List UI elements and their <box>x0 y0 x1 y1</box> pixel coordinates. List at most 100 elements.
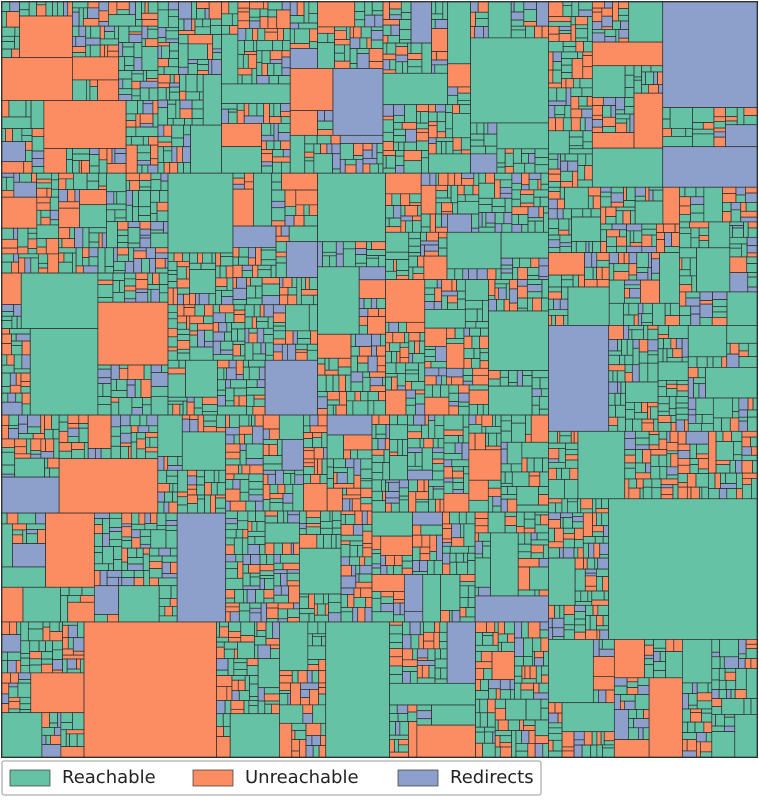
tile <box>78 423 89 429</box>
tile <box>142 136 149 146</box>
tile <box>358 324 368 335</box>
tile <box>603 1 613 9</box>
tile <box>125 120 137 128</box>
tile <box>435 226 448 233</box>
tile <box>93 546 103 553</box>
tile <box>436 534 443 561</box>
tile <box>163 221 169 234</box>
tile <box>446 376 452 386</box>
tile <box>248 332 258 344</box>
tile <box>618 252 625 265</box>
tile <box>496 299 505 312</box>
tile <box>419 438 425 449</box>
tile <box>389 739 395 753</box>
tile <box>147 1 159 14</box>
tile <box>561 64 573 73</box>
tile <box>13 368 31 374</box>
tile <box>52 669 63 674</box>
tile <box>313 458 318 475</box>
tile <box>1 247 19 255</box>
tile <box>350 381 364 392</box>
tile <box>679 227 692 234</box>
tile <box>20 653 31 659</box>
tile <box>215 252 222 267</box>
tile <box>137 425 150 433</box>
tile <box>573 547 579 559</box>
tile <box>346 26 351 40</box>
tile <box>608 498 758 640</box>
tile <box>495 688 501 700</box>
tile <box>313 143 321 155</box>
tile <box>335 534 342 549</box>
tile <box>407 711 418 722</box>
tile <box>415 389 426 395</box>
tile <box>233 434 240 445</box>
tile <box>651 487 662 500</box>
tile <box>150 201 158 214</box>
tile <box>97 404 112 416</box>
tile <box>653 661 667 672</box>
tile <box>277 123 291 133</box>
tile <box>58 252 65 263</box>
tile <box>1 414 10 426</box>
tile <box>139 221 152 230</box>
tile <box>131 529 141 539</box>
tile <box>318 693 327 706</box>
tile <box>254 414 264 427</box>
tile <box>147 25 159 30</box>
tile <box>156 512 167 526</box>
tile <box>685 297 701 307</box>
tile <box>430 361 447 369</box>
tile <box>689 221 710 229</box>
tile <box>573 744 583 758</box>
tile <box>388 321 399 333</box>
tile <box>412 534 423 548</box>
tile <box>1 512 8 525</box>
tile <box>736 488 743 500</box>
tile <box>201 411 218 416</box>
tile <box>143 570 150 587</box>
tile <box>617 416 626 432</box>
tile <box>141 19 159 27</box>
tile <box>389 342 401 352</box>
tile <box>238 464 243 475</box>
tile <box>681 338 689 358</box>
tile <box>682 721 689 733</box>
tile <box>249 576 261 587</box>
tile <box>517 558 540 568</box>
tile <box>724 714 736 718</box>
tile <box>265 140 275 150</box>
tile <box>441 211 453 215</box>
tile <box>281 56 291 69</box>
tile <box>157 469 168 484</box>
tile <box>93 524 103 535</box>
tile <box>333 483 355 489</box>
tile <box>135 292 149 303</box>
tile <box>652 302 666 326</box>
tile <box>750 436 758 448</box>
tile <box>512 267 519 280</box>
tile <box>144 512 151 524</box>
tile <box>617 339 622 352</box>
tile <box>396 259 410 271</box>
tile <box>591 132 635 149</box>
tile <box>168 483 174 493</box>
tile <box>624 438 636 450</box>
tile <box>410 42 423 54</box>
tile <box>433 560 443 575</box>
tile <box>36 246 47 255</box>
tile <box>304 160 315 174</box>
tile <box>687 397 697 410</box>
tile <box>581 108 593 119</box>
tile <box>183 293 190 306</box>
tile <box>61 238 76 249</box>
tile <box>521 184 530 191</box>
tile <box>584 575 597 587</box>
tile <box>72 637 85 652</box>
tile <box>42 621 51 628</box>
tile <box>677 464 691 474</box>
tile <box>277 510 285 524</box>
tile <box>171 124 185 139</box>
tile <box>552 69 562 84</box>
tile <box>307 659 320 666</box>
